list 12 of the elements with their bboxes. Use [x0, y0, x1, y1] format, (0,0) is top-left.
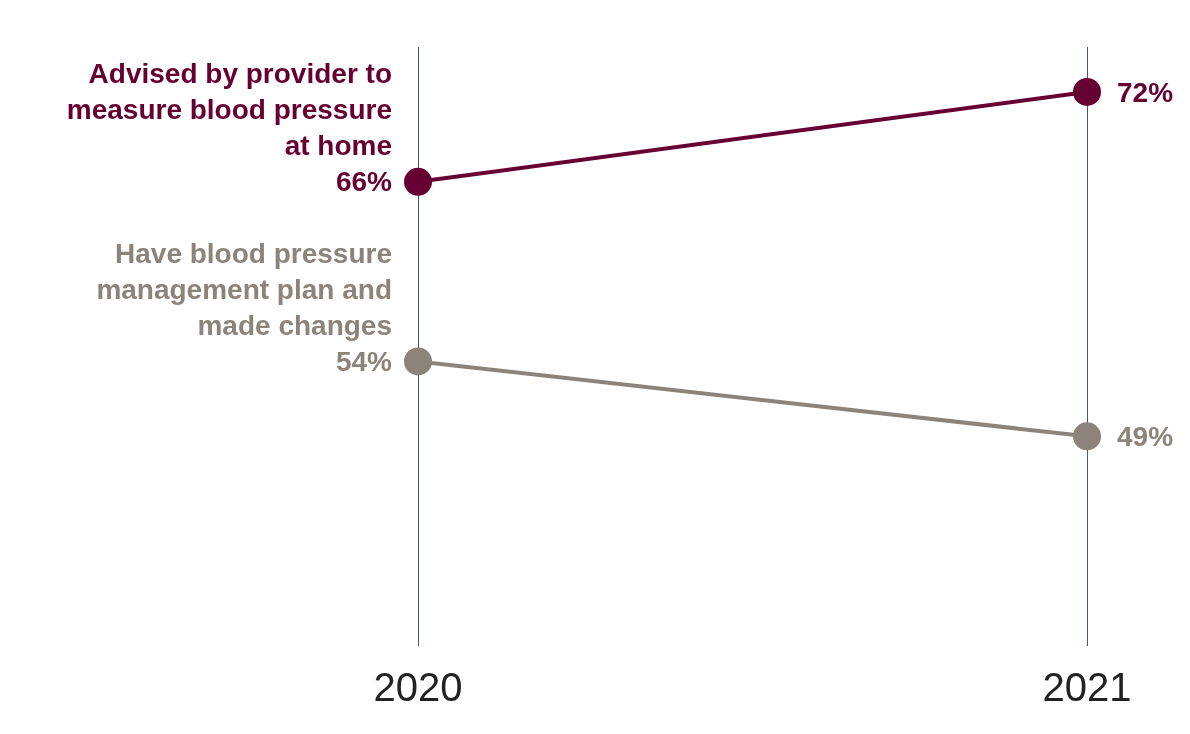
point	[1073, 422, 1101, 451]
point	[404, 347, 432, 376]
data-label: 49%	[1117, 421, 1174, 453]
series-label: Advised by provider to measure blood pressure at home	[66, 58, 392, 162]
x-tick-label: 2020	[373, 665, 463, 710]
series-label: Have blood pressure management plan and made changes	[96, 238, 392, 342]
data-label: 54%	[335, 346, 393, 378]
data-label: 72%	[1117, 76, 1174, 108]
data-label: 66%	[335, 166, 393, 198]
point	[1073, 77, 1101, 106]
point	[404, 167, 432, 196]
x-tick-label: 2021	[1042, 665, 1132, 710]
